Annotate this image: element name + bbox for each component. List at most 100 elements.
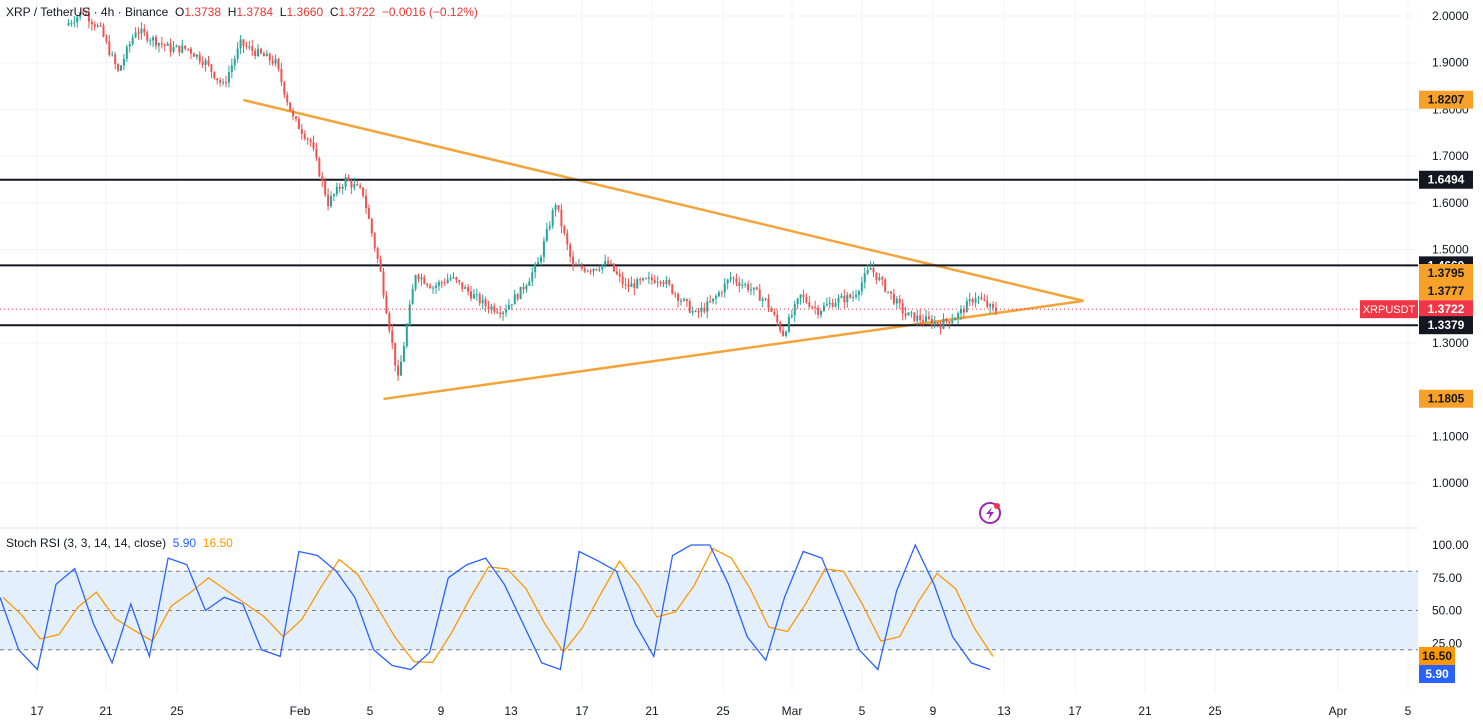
candle-body [172,47,175,52]
lightning-icon[interactable] [979,502,1001,524]
candle-body [470,291,472,299]
candle-body [828,302,831,305]
candle-body [723,283,726,293]
candle-body [178,45,181,53]
candle-body [898,298,901,304]
candle-body [542,240,545,257]
candle-body [519,286,522,300]
candle-body [443,282,446,284]
candle-body [621,276,624,285]
candle-body [435,285,437,288]
candle-body [321,176,324,181]
symbol-badge [1360,300,1418,319]
candle-body [948,321,951,324]
candle-body [930,318,933,326]
candle-body [370,218,373,234]
candle-body [452,277,455,279]
candle-body [866,269,869,274]
candle-body [589,270,592,272]
candle-body [411,289,414,305]
time-tick-label: 5 [367,704,374,718]
candle-body [922,320,925,322]
candle-body [257,48,260,56]
candles [67,7,997,381]
candle-body [376,248,379,259]
stoch-rsi-header[interactable]: Stoch RSI (3, 3, 14, 14, close) 5.90 16.… [6,536,233,550]
candle-body [995,307,997,312]
stoch-rsi-k-line [0,543,991,671]
candle-body [933,322,936,326]
candle-body [939,324,942,329]
candle-body [700,307,703,313]
candle-body [475,294,478,296]
candle-body [790,315,793,317]
time-tick-label: 21 [99,704,113,718]
candle-body [391,330,394,343]
candle-body [230,65,233,73]
candle-body [312,142,315,149]
candle-body [295,116,297,119]
price-badge [1419,170,1473,189]
candle-body [607,261,610,264]
candle-body [149,40,152,42]
candle-body [297,118,300,130]
time-tick-label: 25 [170,704,184,718]
candle-body [566,233,569,245]
candle-body [67,23,70,26]
stoch-rsi-lines [0,543,994,671]
time-axis[interactable]: 17 21 25 Feb 5 9 13 17 21 25 Mar 5 9 13 17 21 25 Apr 5 [30,704,1411,718]
candle-body [175,45,178,48]
time-tick-label: 17 [30,704,44,718]
price-badge-label: 1.3795 [1428,266,1465,280]
candle-body [82,12,85,14]
candle-body [507,304,510,310]
candle-body [878,277,881,280]
symmetrical-triangle[interactable] [243,98,1084,401]
candle-body [420,277,423,280]
price-badges: 1.82071.64941.46601.37951.37771.372257:4… [1360,90,1473,683]
candle-body [674,293,677,295]
candle-body [274,58,277,64]
time-tick-label: Apr [1329,704,1348,718]
horizontal-levels[interactable] [0,178,1418,327]
candle-body [671,284,674,294]
candle-body [201,61,204,65]
candle-body [659,281,662,283]
candle-body [580,265,583,269]
candle-body [855,294,857,297]
candle-body [627,284,630,288]
candle-body [983,299,986,301]
candle-body [327,194,330,206]
candle-body [537,261,540,264]
candle-body [615,271,618,274]
candle-body [942,318,945,329]
candle-body [286,94,289,103]
price-tick-label: 1.3000 [1432,336,1469,350]
candle-body [534,263,537,273]
candle-body [779,322,782,331]
candle-body [487,306,490,310]
candle-body [785,331,787,336]
price-tick-label: 2.0000 [1432,9,1469,23]
time-tick-label: 5 [1405,704,1412,718]
candle-body [210,64,213,72]
candle-body [143,28,146,33]
close-value: 1.3722 [338,5,376,19]
price-axis[interactable]: 2.00001.90001.80001.70001.60001.50001.30… [1432,9,1469,490]
candle-body [656,281,659,283]
candle-body [239,39,242,49]
candle-body [493,306,496,312]
candle-body [315,148,318,159]
candle-body [860,282,863,292]
candle-body [752,287,755,290]
candle-body [359,185,362,188]
candle-body [73,22,76,24]
candle-body [715,296,717,299]
candle-body [379,258,382,272]
candle-body [388,313,391,331]
symbol-title[interactable]: XRP / TetherUS · 4h · Binance [6,5,169,19]
price-badge [1419,90,1473,109]
candle-body [758,289,761,301]
candle-body [814,306,817,308]
candle-body [125,46,128,59]
